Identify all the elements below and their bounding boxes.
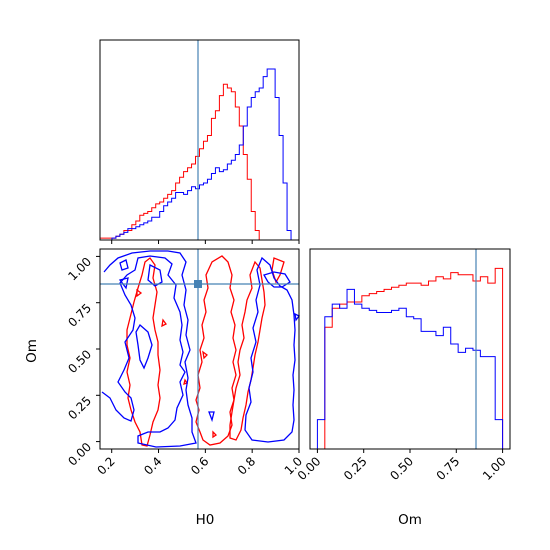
- contour-red-left-outer: [126, 257, 161, 447]
- contour-blue-inner-left: [135, 323, 153, 370]
- contour-red-small-3: [212, 430, 218, 439]
- x-axis-label-om: Om: [398, 512, 422, 528]
- contour-red-small-4: [161, 318, 167, 328]
- hist-h0-blue-series: [100, 68, 299, 241]
- y-axis-label-om: Om: [24, 339, 40, 363]
- hist-om-blue-series: [316, 288, 504, 449]
- contour-blue-left-frame: [101, 250, 197, 448]
- hist-om-blue-line: [316, 288, 504, 449]
- contour-red-inner-right: [229, 260, 266, 441]
- hist-h0-red-series: [99, 83, 299, 241]
- contour-red: [126, 255, 285, 447]
- x-axis-label-h0: H0: [196, 512, 215, 528]
- contour-blue-small-1: [119, 259, 129, 271]
- panel-contour: 0.2 0.4 0.6 0.8 1.0 0.000.250.500.751.00 H0 …: [24, 248, 305, 528]
- contour-red-small-2: [183, 378, 189, 385]
- contour-blue-right-outer: [244, 256, 296, 443]
- hist-h0-blue-line: [100, 68, 299, 241]
- truth-marker: [194, 280, 202, 288]
- panel-hist-h0: [99, 39, 300, 244]
- contour-blue-right-small: [294, 312, 300, 322]
- hist-h0-red-line: [99, 83, 299, 241]
- contour-red-small-1: [202, 350, 208, 360]
- contour-blue: [101, 250, 300, 448]
- contour-red-small-5: [136, 288, 143, 298]
- contour-blue-mid-small: [208, 411, 215, 423]
- top-hist-ticks: [111, 240, 300, 244]
- contour-red-right-edge: [271, 257, 285, 284]
- contour-red-right-outer: [195, 255, 237, 446]
- panel-hist-om: 0.00 0.25 0.50 0.75 1.00 Om: [295, 248, 511, 528]
